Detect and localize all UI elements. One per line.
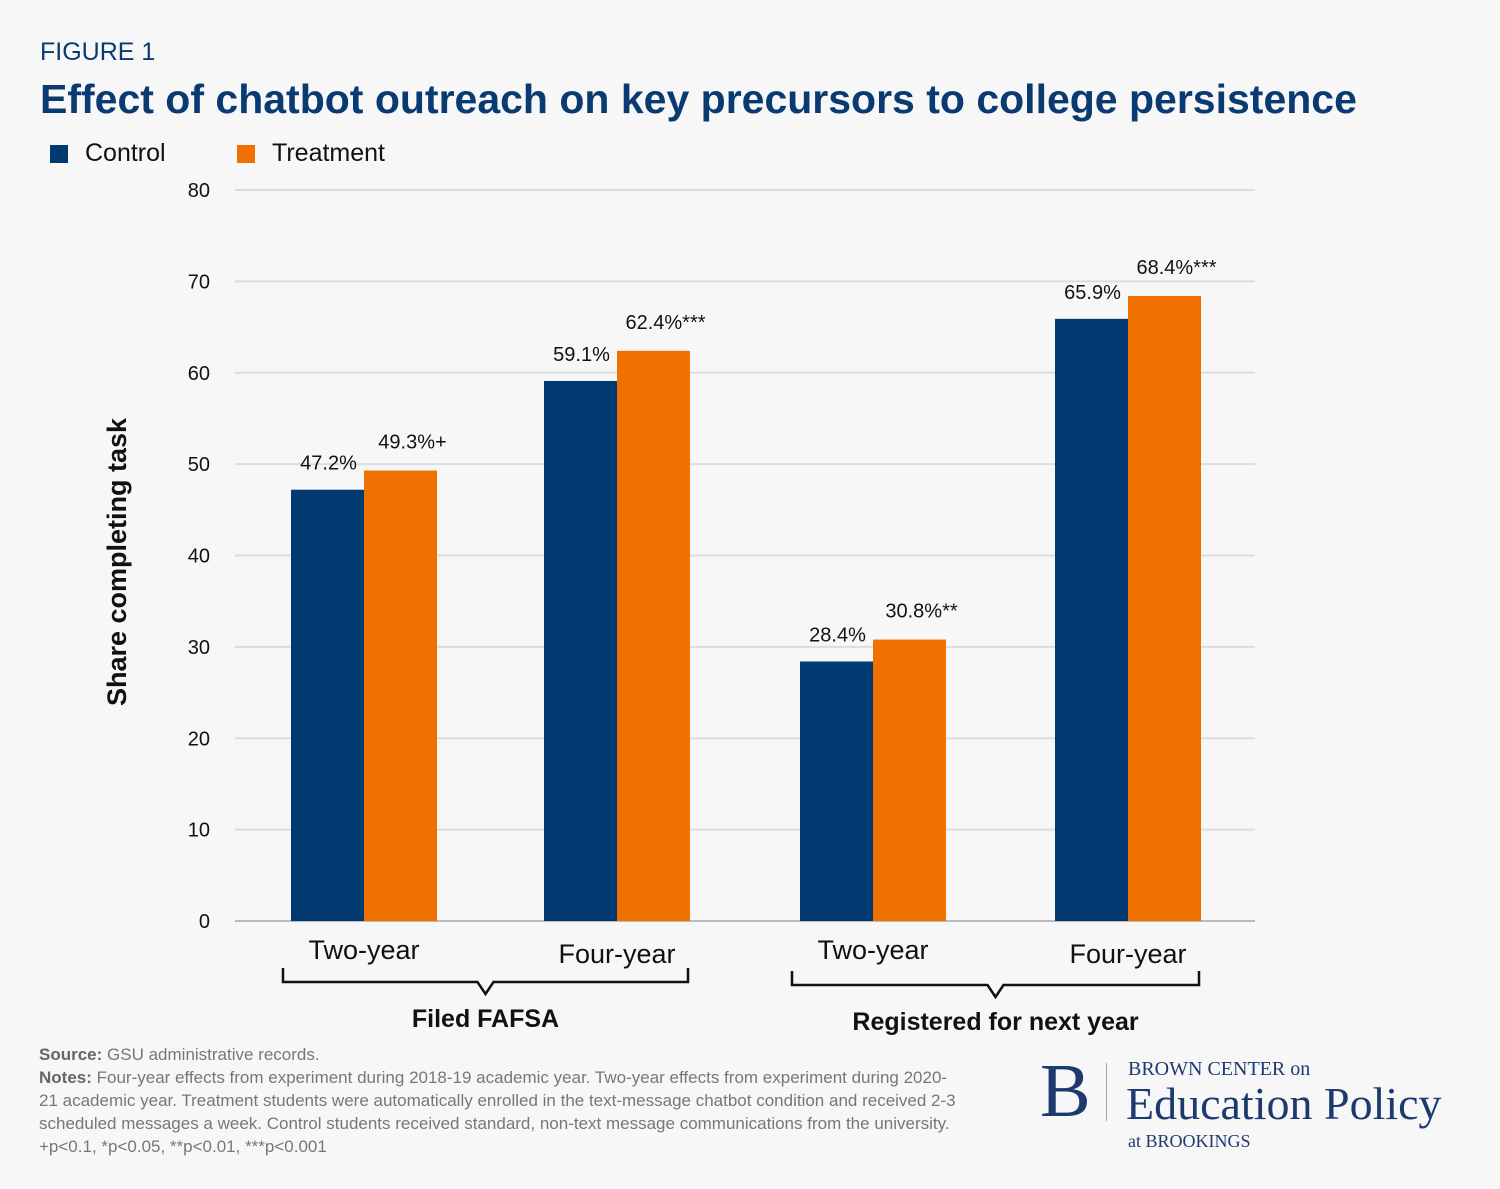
legend-item-treatment: Treatment <box>237 139 385 168</box>
legend-item-control: Control <box>50 139 166 168</box>
logo-line2: Education Policy <box>1126 1078 1442 1129</box>
y-tick-label: 30 <box>188 637 210 659</box>
y-tick-label: 60 <box>188 363 210 385</box>
group-label: Registered for next year <box>852 1008 1138 1036</box>
data-label: 59.1% <box>553 344 610 366</box>
bar-treatment <box>1128 295 1201 921</box>
x-tick-label: Two-year <box>817 935 928 965</box>
x-tick-label: Four-year <box>558 939 675 969</box>
data-label: 30.8%** <box>885 601 957 623</box>
brookings-logo: B BROWN CENTER on Education Policy at BR… <box>1040 1049 1470 1155</box>
notes-text: Four-year effects from experiment during… <box>39 1068 956 1156</box>
x-tick-label: Four-year <box>1069 939 1186 969</box>
y-tick-label: 70 <box>188 271 210 293</box>
data-label: 68.4%*** <box>1136 257 1216 279</box>
bar-control <box>291 489 364 921</box>
source-line: Source: GSU administrative records. <box>39 1043 959 1066</box>
bar-control <box>544 380 617 921</box>
data-label: 49.3%+ <box>378 432 446 454</box>
bar-treatment <box>617 350 690 921</box>
data-label: 65.9% <box>1064 282 1121 304</box>
y-tick-label: 0 <box>199 911 210 933</box>
y-tick-label: 20 <box>188 728 210 750</box>
logo-line3: at BROOKINGS <box>1128 1131 1251 1151</box>
notes-line: Notes: Four-year effects from experiment… <box>39 1066 959 1158</box>
bar-control <box>800 661 873 921</box>
bar-chart: 0 10 20 30 40 50 60 70 80 47.2% 49.3%+ Two-year 59.… <box>102 180 1255 1036</box>
footer-notes: Source: GSU administrative records. Note… <box>39 1043 959 1158</box>
figure-label: FIGURE 1 <box>40 38 156 66</box>
legend-swatch-control <box>50 144 68 163</box>
legend-label-control: Control <box>85 139 166 167</box>
data-label: 62.4%*** <box>625 312 705 334</box>
logo-divider <box>1106 1063 1107 1121</box>
bar-control <box>1055 318 1128 921</box>
data-label: 28.4% <box>809 624 866 646</box>
bar-treatment <box>364 470 437 921</box>
data-label: 47.2% <box>300 453 357 475</box>
source-text: GSU administrative records. <box>107 1045 320 1064</box>
y-axis-label: Share completing task <box>102 417 132 706</box>
y-tick-label: 50 <box>188 454 210 476</box>
group-bracket <box>281 968 690 997</box>
y-tick-label: 80 <box>188 180 210 202</box>
legend-swatch-treatment <box>237 144 255 163</box>
bar-treatment <box>873 639 946 921</box>
logo-line1: BROWN CENTER on <box>1128 1058 1311 1080</box>
notes-label: Notes: <box>39 1068 92 1087</box>
logo-letter: B <box>1040 1049 1091 1133</box>
chart-title: Effect of chatbot outreach on key precur… <box>40 76 1357 122</box>
x-tick-label: Two-year <box>308 935 419 965</box>
legend-label-treatment: Treatment <box>272 139 386 167</box>
source-label: Source: <box>39 1045 103 1064</box>
y-tick-label: 10 <box>188 820 210 842</box>
group-bracket <box>790 971 1201 1000</box>
y-tick-label: 40 <box>188 546 210 568</box>
group-label: Filed FAFSA <box>412 1005 559 1033</box>
